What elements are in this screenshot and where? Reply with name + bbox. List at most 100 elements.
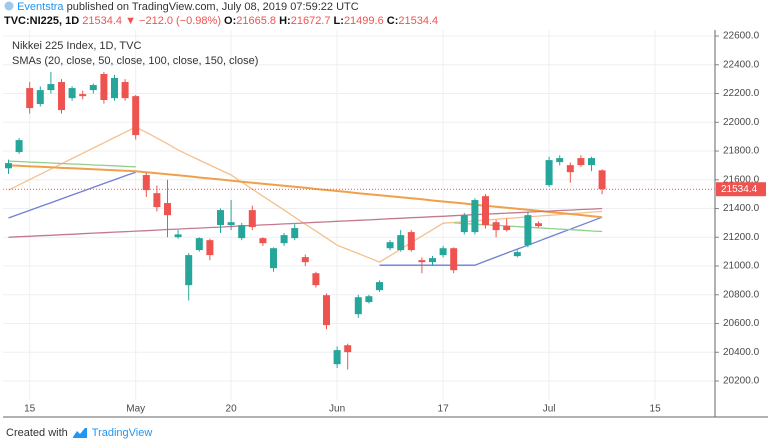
candle-body [238,225,246,239]
publish-info: published on TradingView.com, July 08, 2… [66,1,359,13]
candle-body [429,258,436,263]
y-tick-label: 22600.0 [723,31,760,42]
candle-body [312,273,320,286]
candle-body [26,88,34,109]
candle-body [111,78,118,99]
sma-line [8,126,603,263]
candle-body [164,203,171,216]
y-tick-label: 21600.0 [723,174,760,185]
candle-body [397,235,405,251]
x-tick-label: Jun [329,404,345,415]
candle-body [142,175,150,191]
candle-body [79,94,87,97]
last-value: 21534.4 [82,15,123,27]
candle-body [386,242,394,249]
candle-body [227,222,235,226]
candle-body [376,282,383,291]
sma-line [8,207,603,238]
ohlc-close-label: C: [386,15,399,27]
chart-title: Nikkei 225 Index, 1D, TVC [12,40,141,52]
x-tick-label: 15 [650,404,662,415]
candle-body [588,158,595,166]
brand-logo [72,428,87,438]
symbol: TVC:NI225, 1D [4,15,80,27]
y-tick-label: 20200.0 [723,376,760,387]
ohlc-close: 21534.4 [398,15,439,27]
x-tick-label: 15 [24,404,36,415]
candle-body [153,193,161,208]
candle-body [270,248,277,269]
y-tick-label: 22200.0 [723,88,760,99]
avatar-icon [4,1,14,11]
change: ▼ −212.0 (−0.98%) [125,15,221,27]
candle-body [301,257,309,263]
x-tick-label: Jul [543,404,556,415]
candle-body [556,158,564,163]
candle-body [566,165,574,173]
candle-body [291,228,299,239]
candle-body [185,255,193,286]
y-tick-label: 21200.0 [723,232,760,243]
candle-body [354,297,362,315]
candle-body [89,85,97,91]
candle-body [407,232,415,251]
grid-layer [3,30,715,400]
footer-prefix: Created with [6,427,68,439]
candle-body [365,296,373,303]
ohlc-open: 21665.8 [236,15,277,27]
candle-body [333,350,341,365]
candle-body [195,238,203,251]
last-price-label: 21534.4 [721,184,758,195]
y-tick-label: 20800.0 [723,289,760,300]
y-tick-label: 20600.0 [723,318,760,329]
indicator-legend: SMAs (20, close, 50, close, 100, close, … [12,55,258,67]
candle-body [545,160,553,186]
author-link[interactable]: Eventstra [17,1,64,13]
candle-body [206,240,214,256]
candle-body [598,170,606,190]
footer: Created with TradingView [6,427,152,439]
candle-body [439,248,447,256]
candle-body [100,73,108,101]
y-tick-label: 21800.0 [723,146,760,157]
x-tick-label: 20 [226,404,238,415]
candle-body [535,223,542,227]
footer-brand[interactable]: TradingView [91,427,153,439]
candle-body [280,235,288,244]
sma-line [8,164,603,219]
ohlc-open-label: O: [224,15,237,27]
y-tick-label: 21400.0 [723,203,760,214]
y-tick-label: 20400.0 [723,347,760,358]
candle-body [36,90,44,105]
ohlc-low: 21499.6 [343,15,384,27]
sma-line [8,160,603,233]
last-price-box [716,182,766,197]
y-tick-label: 22400.0 [723,59,760,70]
publish-line: Eventstra published on TradingView.com, … [4,1,359,13]
candle-body [68,88,76,99]
candle-body [323,295,330,326]
candle-body [513,252,521,257]
candle-body [47,84,55,91]
candle-body [132,96,140,136]
candle-body [15,140,23,153]
ohlc-low-label: L: [333,15,344,27]
candle-body [471,200,479,233]
candle-body [524,215,532,246]
candle-body [418,260,426,263]
sma-line [8,171,603,266]
candle-body [503,226,511,231]
candle-body [248,210,256,228]
candle-body [58,82,65,111]
candle-body [5,163,12,169]
y-tick-label: 22000.0 [723,117,760,128]
x-tick-label: 17 [438,404,450,415]
candle-body [344,345,352,353]
ohlc-high-label: H: [279,15,291,27]
candle-body [174,234,182,238]
candle-body [492,222,500,231]
candle-body [460,215,468,233]
candle-body [450,248,458,271]
